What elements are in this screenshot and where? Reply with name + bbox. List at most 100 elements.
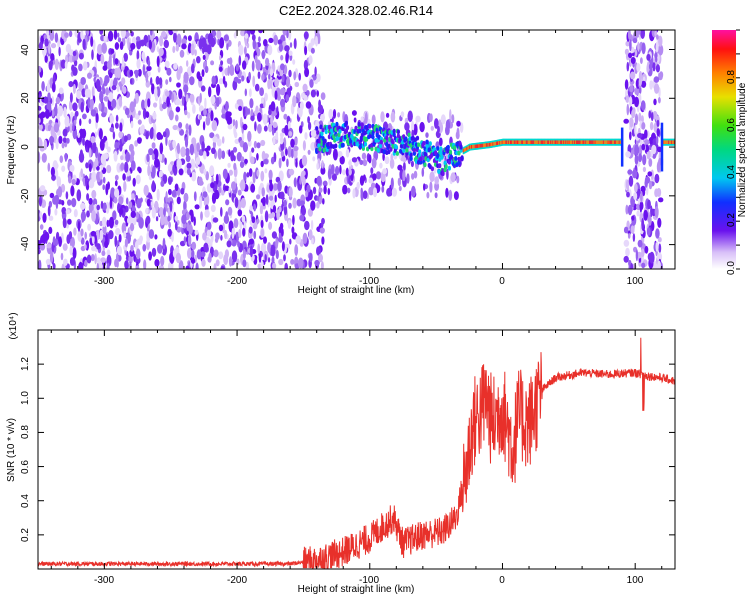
noise-speckle [629,117,634,128]
noise-speckle [101,42,107,54]
noise-speckle [57,38,61,48]
noise-speckle [235,119,238,130]
noise-speckle [159,134,164,140]
carrier-core [485,143,487,147]
carrier-core [517,140,519,144]
noise-speckle [419,121,425,133]
noise-speckle [121,56,125,68]
noise-speckle [60,59,67,69]
noise-speckle [270,156,275,165]
noise-speckle [194,204,200,210]
signal-blob [371,134,375,140]
noise-speckle [113,196,118,204]
noise-speckle [200,251,206,258]
carrier-core [563,140,565,144]
carrier-core [495,141,497,146]
noise-speckle [430,125,434,131]
noise-speckle [203,108,207,117]
noise-speckle [280,150,285,157]
noise-speckle [445,187,449,198]
colorbar: 0.0 0.2 0.4 0.6 0.8 Normalized spectral … [712,29,748,275]
carrier-core [540,140,543,144]
noise-speckle [149,127,154,140]
carrier-core [496,141,498,146]
noise-speckle [180,146,186,158]
carrier-core [536,140,538,144]
carrier-core [478,144,480,148]
noise-speckle [303,94,308,101]
noise-speckle [400,111,405,118]
noise-speckle [172,124,178,131]
noise-speckle [212,140,216,149]
noise-speckle [257,112,262,122]
noise-speckle [299,200,306,206]
carrier-core [467,146,469,150]
noise-speckle [310,219,314,231]
noise-speckle [217,148,222,160]
noise-speckle [185,155,191,163]
noise-speckle [352,188,356,199]
noise-speckle [242,106,246,118]
noise-speckle [80,228,84,237]
noise-speckle [150,30,153,36]
carrier-core [497,141,499,145]
carrier-core [462,148,465,153]
noise-speckle [317,33,321,45]
noise-speckle [410,160,414,168]
carrier-core [671,140,673,144]
carrier-core [573,140,575,144]
noise-speckle [147,164,151,177]
noise-speckle [625,247,630,257]
noise-speckle [102,224,107,235]
noise-speckle [110,48,115,54]
noise-speckle [659,71,664,79]
noise-speckle [137,68,142,77]
bottom-xtick-label: -100 [359,575,379,586]
noise-speckle [246,42,250,49]
colorbar-tick-label: 0.2 [726,213,737,227]
noise-speckle [320,92,326,100]
top-xtick-label: -200 [227,276,247,287]
noise-speckle [65,209,71,215]
noise-speckle [658,44,664,56]
noise-speckle [195,262,199,269]
noise-speckle [634,183,638,193]
noise-speckle [107,181,110,190]
noise-speckle [114,174,119,181]
noise-speckle [138,110,141,116]
noise-speckle [85,174,88,187]
noise-speckle [157,244,163,254]
noise-speckle [135,265,140,269]
noise-speckle [165,191,168,203]
noise-speckle [356,181,360,190]
noise-speckle [216,138,222,147]
noise-speckle [162,237,166,250]
noise-speckle [309,253,313,263]
noise-speckle [623,226,629,234]
noise-speckle [88,147,92,158]
noise-speckle [78,52,84,60]
noise-speckle [38,41,43,50]
noise-speckle [78,63,83,72]
noise-speckle [656,119,660,127]
carrier-core [618,140,621,144]
noise-speckle [371,157,377,169]
carrier-core [585,140,587,144]
noise-speckle [109,197,113,209]
noise-speckle [384,156,390,165]
carrier-core [498,141,500,145]
noise-speckle [169,76,172,83]
noise-speckle [242,142,248,153]
carrier-core [520,140,522,144]
noise-speckle [638,112,642,122]
bottom-ytick-label: 1.2 [20,357,31,371]
noise-speckle [100,153,107,165]
noise-speckle [258,253,262,263]
noise-speckle [307,149,311,155]
noise-speckle [262,196,266,207]
carrier-core [525,140,528,144]
carrier-core [532,140,534,144]
noise-speckle [218,66,223,72]
noise-speckle [339,164,342,175]
noise-speckle [176,33,182,46]
